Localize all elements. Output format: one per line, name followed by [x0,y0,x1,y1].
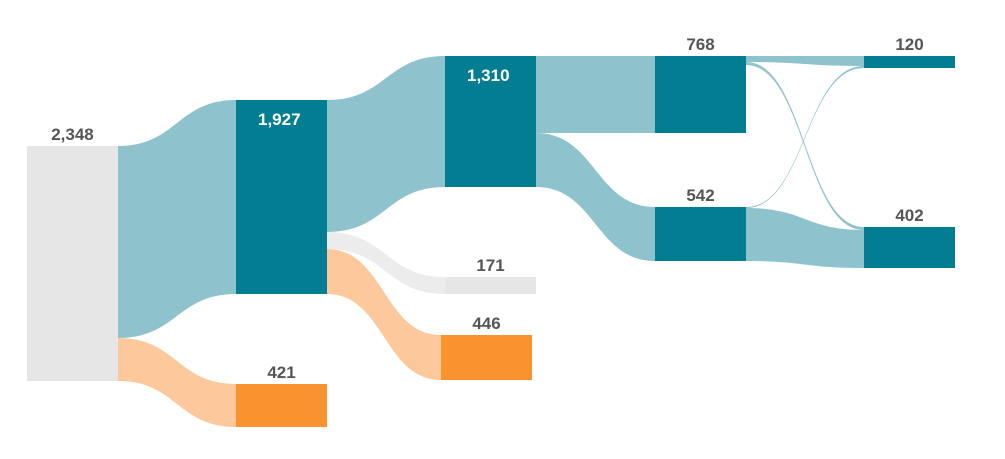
link-n7-n9 [746,208,864,268]
sankey-links [118,56,864,427]
node-n7 [655,207,746,261]
node-n4 [445,277,536,294]
node-label-n7: 542 [686,186,714,205]
node-n3 [445,56,536,187]
node-n1 [236,100,327,294]
node-n8 [864,56,955,68]
link-n1-n3 [327,56,445,232]
node-label-n0: 2,348 [51,125,94,144]
node-n2 [236,384,327,427]
node-label-n1: 1,927 [258,110,301,129]
node-label-n4: 171 [476,256,504,275]
link-n0-n1 [118,100,236,338]
node-label-n3: 1,310 [467,66,510,85]
link-n7-n8 [746,66,864,208]
node-n9 [864,227,955,268]
node-n0 [27,146,118,381]
node-label-n2: 421 [267,363,295,382]
link-n0-n2 [118,338,236,427]
node-label-n5: 446 [472,314,500,333]
node-label-n9: 402 [895,206,923,225]
node-label-n8: 120 [895,35,923,54]
link-n6-n8 [746,56,864,66]
link-n3-n6 [536,56,655,133]
node-n5 [441,335,532,380]
node-n6 [655,56,746,133]
node-label-n6: 768 [686,35,714,54]
link-n6-n9 [746,62,864,230]
sankey-labels: 2,348 1,927 421 1,310 171 446 768 542 120 402 [51,35,923,382]
link-n1-n4 [327,232,445,294]
link-n3-n7 [536,133,655,261]
sankey-nodes [27,56,955,427]
link-n1-n5 [327,249,441,380]
